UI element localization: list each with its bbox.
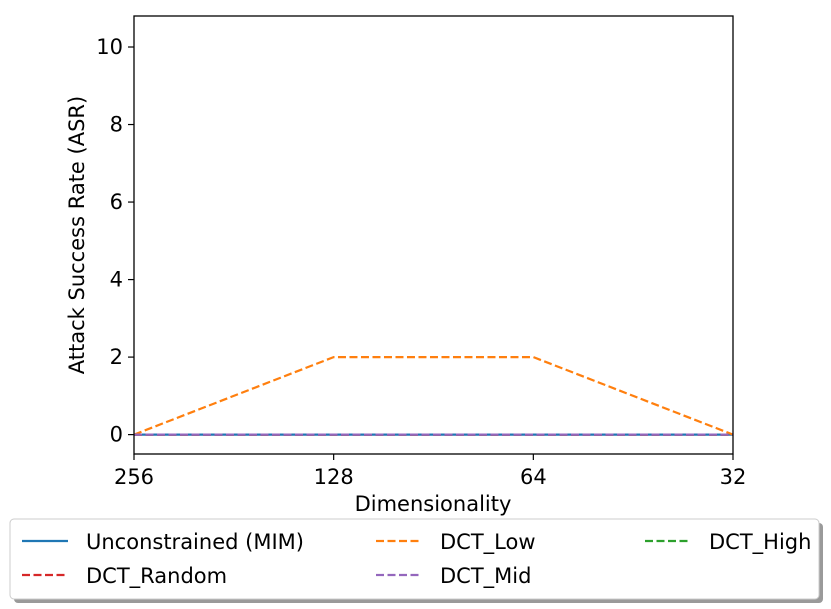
x-tick-label: 128 (314, 465, 354, 489)
legend-label: DCT_Random (86, 564, 227, 589)
legend-label: DCT_High (709, 530, 811, 555)
y-tick-label: 8 (110, 113, 123, 137)
legend-label: Unconstrained (MIM) (86, 530, 304, 554)
plot-area (133, 355, 734, 436)
x-tick-label: 64 (520, 465, 547, 489)
x-tick-label: 256 (114, 465, 154, 489)
legend-label: DCT_Mid (440, 564, 531, 589)
legend-box (9, 518, 820, 600)
y-axis-label: Attack Success Rate (ASR) (65, 96, 89, 374)
y-axis: 0 2 4 6 8 10 (96, 35, 134, 447)
x-axis-label: Dimensionality (355, 492, 512, 516)
x-axis: 256 128 64 32 (114, 454, 746, 489)
y-tick-label: 0 (110, 423, 123, 447)
y-tick-label: 6 (110, 190, 123, 214)
legend: Unconstrained (MIM) DCT_Low DCT_High DCT_Ra… (9, 518, 823, 603)
y-tick-label: 10 (96, 35, 123, 59)
x-tick-label: 32 (720, 465, 747, 489)
plot-frame (133, 15, 734, 455)
y-tick-label: 4 (110, 268, 123, 292)
legend-label: DCT_Low (440, 530, 536, 555)
y-tick-label: 2 (110, 345, 123, 369)
series-line-dct-low (133, 355, 734, 436)
